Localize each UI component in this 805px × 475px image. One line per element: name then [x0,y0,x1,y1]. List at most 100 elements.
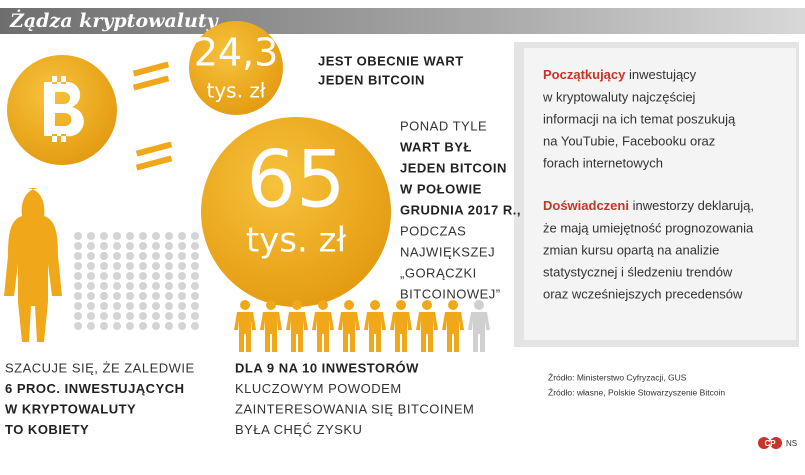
small-coin [189,21,283,115]
panel-lead: Początkujący [543,67,626,82]
dot [139,262,147,270]
investor-icons [234,300,490,352]
caption-line: KLUCZOWYM POWODEM [235,381,402,396]
logo-p [770,437,782,449]
dot [191,302,199,310]
source: Źródło: własne, Polskie Stowarzyszenie B… [548,387,725,397]
coin-unit: tys. zł [246,221,347,261]
dot [113,232,121,240]
dot [165,292,173,300]
woman-icon [4,188,62,342]
caption-line: JEDEN BITCOIN [400,160,507,175]
dot [191,272,199,280]
dot [152,252,160,260]
dot [74,262,82,270]
dot [113,252,121,260]
dot [126,322,134,330]
dot [165,312,173,320]
caption-line: JEDEN BITCOIN [318,72,425,87]
dot [139,312,147,320]
dot [113,312,121,320]
dot [87,272,95,280]
dot [191,292,199,300]
big-coin [201,117,391,307]
dot [191,232,199,240]
dot [100,312,108,320]
dot [165,252,173,260]
panel-lead: Doświadczeni [543,198,629,213]
panel-text: inwestujący [625,67,696,82]
logo-c [758,437,770,449]
dot [87,242,95,250]
panel-text: inwestorzy deklarują, [629,198,754,213]
dot [87,322,95,330]
dot [152,232,160,240]
panel-line: Doświadczeni inwestorzy deklarują, [543,198,754,213]
dot [113,242,121,250]
dot [178,272,186,280]
dot [113,282,121,290]
dot [87,282,95,290]
dot [74,272,82,280]
caption-line: W POŁOWIE [400,181,482,196]
dot [139,282,147,290]
dot [87,292,95,300]
dot [113,272,121,280]
coin-value: 24,3 [194,31,279,75]
dot [87,232,95,240]
dot [178,252,186,260]
dot [165,282,173,290]
caption-line: PONAD TYLE [400,118,487,133]
panel-line: zmian kursu opartą na analizie [543,242,719,257]
caption-line: BITCOINOWEJ” [400,286,501,301]
dot [178,282,186,290]
coin-unit: tys. zł [207,79,266,103]
dot [126,292,134,300]
dot [152,282,160,290]
caption-line: 6 PROC. INWESTUJĄCYCH [5,381,185,396]
dot [152,262,160,270]
dot [74,312,82,320]
equals-signs [132,61,173,171]
dot [139,272,147,280]
dot [87,302,95,310]
dot [152,272,160,280]
dot [191,252,199,260]
dot [191,282,199,290]
title: Żądza kryptowaluty [9,9,220,32]
dot [74,322,82,330]
dot [100,232,108,240]
dot [100,282,108,290]
dot [126,242,134,250]
panel-line: na YouTubie, Facebooku oraz [543,133,715,148]
dot [113,262,121,270]
dot [126,252,134,260]
caption-line: SZACUJE SIĘ, ŻE ZALEDWIE [5,360,195,375]
panel-line: forach internetowych [543,155,663,170]
dot [178,242,186,250]
dot [165,322,173,330]
caption-line: DLA 9 NA 10 INWESTORÓW [235,360,419,375]
dot [178,232,186,240]
dot [100,302,108,310]
dot [100,272,108,280]
dot [165,302,173,310]
caption-line: WART BYŁ [400,139,472,154]
dot [74,302,82,310]
dot [139,232,147,240]
dot [139,252,147,260]
dot [139,292,147,300]
author: NS [786,439,797,448]
dot-grid [74,232,199,330]
dot [100,252,108,260]
dot [178,302,186,310]
caption-line: „GORĄCZKI [400,265,477,280]
dot [152,322,160,330]
dot [165,262,173,270]
dot [113,292,121,300]
dot [74,242,82,250]
panel-line: Początkujący inwestujący [543,67,697,82]
dot [165,272,173,280]
dot [100,292,108,300]
